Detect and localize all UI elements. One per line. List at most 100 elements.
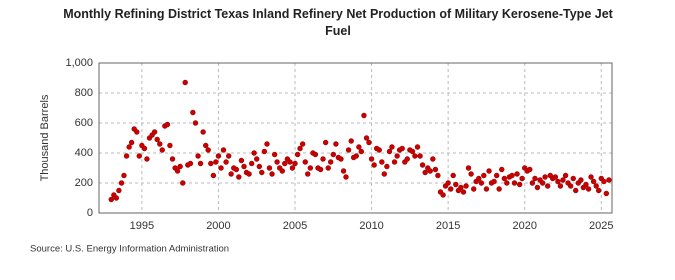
data-point xyxy=(195,153,201,159)
data-point xyxy=(353,153,359,159)
data-point xyxy=(203,142,209,149)
data-point xyxy=(404,156,410,162)
data-point xyxy=(552,174,559,180)
plot-frame xyxy=(98,62,613,214)
data-point xyxy=(376,147,382,153)
data-point xyxy=(241,163,247,170)
data-point xyxy=(118,180,125,186)
data-point xyxy=(555,178,561,185)
data-point xyxy=(527,166,533,173)
data-point xyxy=(361,112,367,119)
y-axis-label: Thousand Barrels xyxy=(39,94,51,181)
data-point xyxy=(182,79,188,86)
y-tick-label: 0 xyxy=(87,207,93,219)
data-point xyxy=(299,141,306,147)
data-point xyxy=(325,165,331,171)
source-note: Source: U.S. Energy Information Administ… xyxy=(30,244,229,255)
data-point xyxy=(126,144,132,150)
data-point xyxy=(261,148,268,155)
data-point xyxy=(465,165,472,171)
data-point xyxy=(251,150,257,156)
data-point xyxy=(123,153,130,159)
data-point xyxy=(345,147,352,153)
data-point xyxy=(294,151,301,158)
data-point xyxy=(435,172,441,179)
data-point xyxy=(330,151,336,158)
data-point xyxy=(458,184,464,191)
data-point xyxy=(606,177,612,183)
data-point xyxy=(154,136,160,143)
data-point xyxy=(381,171,387,177)
data-point xyxy=(511,180,518,186)
data-point xyxy=(134,129,140,135)
data-point xyxy=(463,183,469,189)
x-tick-label: 1995 xyxy=(130,220,154,232)
data-point xyxy=(496,186,502,192)
data-point xyxy=(379,159,385,165)
y-tick-label: 600 xyxy=(75,117,93,129)
data-point xyxy=(417,153,423,159)
x-tick-label: 2025 xyxy=(589,220,613,232)
data-point xyxy=(343,174,349,180)
data-point xyxy=(187,160,194,167)
data-point xyxy=(121,172,127,179)
data-point xyxy=(157,141,163,147)
data-point xyxy=(208,160,214,167)
data-point xyxy=(246,171,252,177)
data-point xyxy=(363,135,370,141)
data-point xyxy=(279,168,286,174)
data-point xyxy=(113,195,120,201)
data-point xyxy=(213,159,219,165)
data-point xyxy=(289,165,296,171)
data-point xyxy=(445,180,451,186)
data-point xyxy=(430,156,436,162)
data-point xyxy=(200,129,206,135)
data-point xyxy=(271,151,278,158)
data-point xyxy=(499,166,505,173)
x-tick-label: 2000 xyxy=(206,220,230,232)
data-point xyxy=(144,156,150,162)
data-point xyxy=(136,153,142,159)
data-point xyxy=(366,139,372,146)
data-point xyxy=(491,178,497,185)
data-point xyxy=(297,145,303,152)
data-point xyxy=(108,196,114,203)
data-point xyxy=(585,186,592,192)
data-point xyxy=(333,141,339,147)
data-point xyxy=(583,181,589,188)
data-point xyxy=(266,165,273,171)
data-point xyxy=(493,172,500,179)
data-point xyxy=(248,160,255,167)
data-point xyxy=(394,153,400,159)
data-point xyxy=(340,168,347,174)
data-point xyxy=(259,169,265,176)
data-point xyxy=(305,171,311,177)
data-point xyxy=(519,175,525,182)
data-point xyxy=(327,159,334,165)
data-point xyxy=(141,145,148,152)
data-point xyxy=(560,177,566,183)
data-point xyxy=(220,147,227,153)
data-point xyxy=(197,160,204,167)
data-point xyxy=(460,189,467,195)
data-point xyxy=(210,172,217,179)
data-point xyxy=(223,159,229,165)
data-point xyxy=(501,175,508,182)
data-point xyxy=(514,171,520,177)
data-point xyxy=(302,159,308,165)
y-tick-label: 800 xyxy=(75,87,93,99)
data-point xyxy=(419,162,426,168)
x-tick-label: 2010 xyxy=(359,220,383,232)
data-point xyxy=(476,175,482,182)
data-point xyxy=(544,183,551,189)
data-point xyxy=(233,166,240,173)
data-point xyxy=(389,144,395,150)
data-point xyxy=(192,120,199,126)
y-tick-label: 200 xyxy=(75,177,93,189)
data-point xyxy=(218,165,224,171)
data-point xyxy=(348,138,354,144)
data-point xyxy=(595,187,602,194)
data-point xyxy=(320,156,326,162)
data-point xyxy=(228,171,234,177)
y-tick-label: 400 xyxy=(75,147,93,159)
